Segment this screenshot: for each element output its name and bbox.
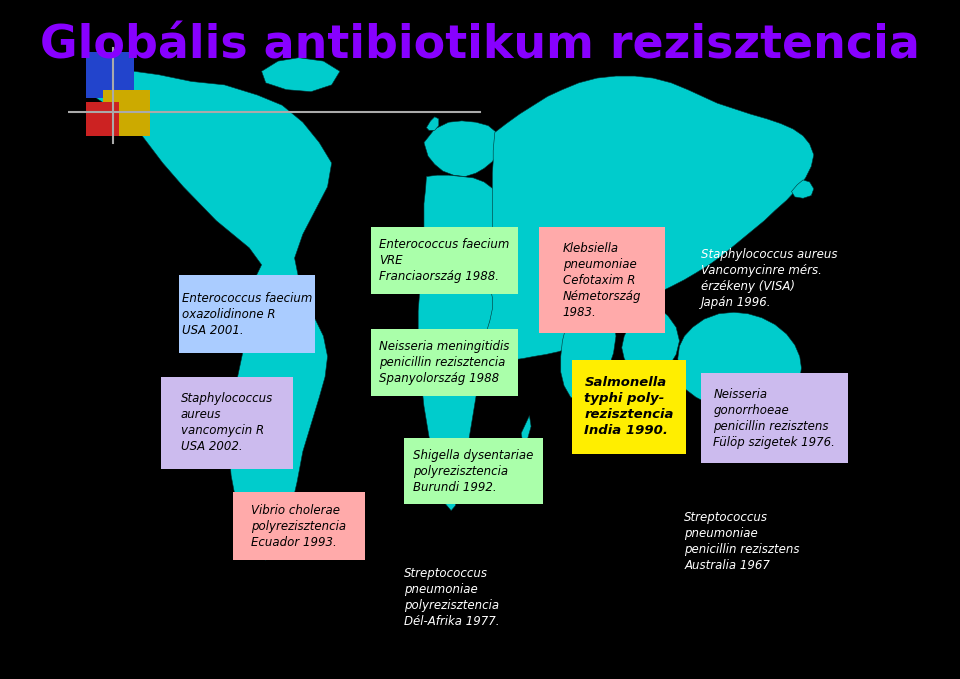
Text: Staphylococcus
aureus
vancomycin R
USA 2002.: Staphylococcus aureus vancomycin R USA 2… [180, 392, 273, 453]
FancyBboxPatch shape [572, 360, 686, 454]
FancyBboxPatch shape [404, 438, 542, 504]
Text: Vibrio cholerae
polyrezisztencia
Ecuador 1993.: Vibrio cholerae polyrezisztencia Ecuador… [252, 504, 347, 549]
Polygon shape [93, 71, 331, 302]
Polygon shape [262, 58, 340, 92]
Polygon shape [424, 121, 500, 177]
Text: Globális antibiotikum rezisztencia: Globális antibiotikum rezisztencia [40, 24, 920, 69]
Text: Enterococcus faecium
oxazolidinone R
USA 2001.: Enterococcus faecium oxazolidinone R USA… [182, 291, 312, 337]
Text: Staphylococcus aureus
Vancomycinre mérs.
érzékeny (VISA)
Japán 1996.: Staphylococcus aureus Vancomycinre mérs.… [701, 248, 837, 309]
Text: Streptococcus
pneumoniae
polyrezisztencia
Dél-Afrika 1977.: Streptococcus pneumoniae polyrezisztenci… [404, 567, 500, 628]
Text: Neisseria
gonorrhoeae
penicillin rezisztens
Fülöp szigetek 1976.: Neisseria gonorrhoeae penicillin reziszt… [713, 388, 835, 449]
FancyBboxPatch shape [372, 329, 517, 396]
Polygon shape [228, 295, 327, 560]
FancyBboxPatch shape [180, 275, 315, 353]
Polygon shape [561, 280, 616, 402]
Polygon shape [426, 117, 439, 130]
Polygon shape [811, 384, 825, 402]
Polygon shape [791, 180, 814, 198]
Bar [86, 52, 133, 98]
Polygon shape [419, 175, 515, 511]
Polygon shape [484, 76, 814, 361]
FancyBboxPatch shape [232, 492, 365, 560]
FancyBboxPatch shape [701, 373, 848, 463]
Text: Neisseria meningitidis
penicillin rezisztencia
Spanyolország 1988: Neisseria meningitidis penicillin rezisz… [379, 340, 510, 385]
Polygon shape [521, 416, 531, 443]
Polygon shape [622, 300, 680, 377]
FancyBboxPatch shape [161, 377, 293, 469]
Text: Salmonella
typhi poly-
rezisztencia
India 1990.: Salmonella typhi poly- rezisztencia Indi… [585, 376, 674, 437]
Bar [86, 102, 119, 136]
Text: Shigella dysentariae
polyrezisztencia
Burundi 1992.: Shigella dysentariae polyrezisztencia Bu… [413, 449, 534, 494]
FancyBboxPatch shape [372, 227, 517, 294]
Text: Enterococcus faecium
VRE
Franciaország 1988.: Enterococcus faecium VRE Franciaország 1… [379, 238, 510, 283]
Text: Streptococcus
pneumoniae
penicillin rezisztens
Australia 1967: Streptococcus pneumoniae penicillin rezi… [684, 511, 800, 572]
Text: Klebsiella
pneumoniae
Cefotaxim R
Németország
1983.: Klebsiella pneumoniae Cefotaxim R Németo… [563, 242, 641, 318]
Polygon shape [678, 312, 802, 411]
FancyBboxPatch shape [540, 227, 664, 333]
Bar [103, 90, 151, 136]
